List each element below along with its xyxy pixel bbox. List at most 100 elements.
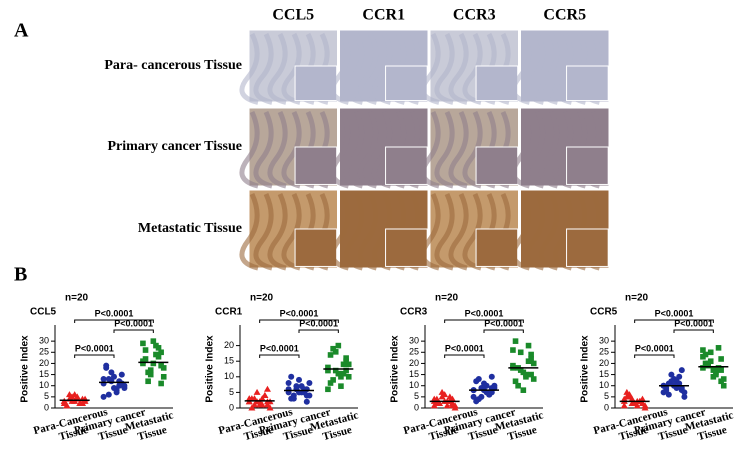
data-point xyxy=(325,386,331,393)
tissue-texture xyxy=(267,192,288,271)
y-tick-label: 15 xyxy=(409,369,419,379)
y-tick-label: 15 xyxy=(224,356,234,366)
data-point xyxy=(530,376,537,382)
data-point xyxy=(335,370,342,377)
data-point xyxy=(620,395,628,402)
tissue-texture xyxy=(462,192,483,271)
micrograph-inset xyxy=(385,228,428,267)
y-tick-label: 0 xyxy=(229,402,234,412)
data-point xyxy=(285,386,292,393)
data-point xyxy=(520,387,527,393)
tissue-texture xyxy=(462,110,483,189)
data-point xyxy=(715,345,722,351)
tissue-texture xyxy=(552,192,574,271)
data-point xyxy=(105,376,112,383)
significance-bracket xyxy=(634,319,714,323)
data-point xyxy=(113,389,120,396)
data-point xyxy=(620,402,628,409)
data-point xyxy=(158,349,164,356)
significance-bracket xyxy=(259,354,300,358)
significance-label: P<0.0001 xyxy=(75,343,114,353)
tissue-texture xyxy=(434,32,455,105)
data-point xyxy=(293,383,300,390)
tissue-texture xyxy=(524,192,546,271)
y-tick-label: 5 xyxy=(414,391,419,401)
tissue-texture xyxy=(448,32,469,105)
data-point xyxy=(510,347,516,353)
micrograph-inset xyxy=(294,146,338,185)
tissue-texture xyxy=(420,32,441,105)
annotation: n=20 xyxy=(250,293,274,304)
data-point xyxy=(486,391,493,398)
data-point xyxy=(150,338,157,344)
row-label: Primary cancer Tissue xyxy=(107,139,242,154)
data-point xyxy=(443,402,451,409)
data-point xyxy=(332,367,339,374)
data-point xyxy=(250,401,258,408)
data-point xyxy=(160,374,167,380)
data-point xyxy=(623,388,631,395)
tissue-texture xyxy=(253,110,274,189)
data-point xyxy=(343,355,349,361)
significance-bracket xyxy=(634,354,675,358)
data-point xyxy=(470,393,477,400)
data-point xyxy=(517,349,524,356)
y-axis-label: Positive Index xyxy=(205,335,216,403)
data-point xyxy=(707,349,714,356)
data-point xyxy=(327,352,334,358)
data-point xyxy=(523,374,529,380)
tissue-texture xyxy=(329,110,351,189)
data-point xyxy=(140,340,146,347)
significance-bracket xyxy=(444,354,485,358)
tissue-texture xyxy=(538,32,560,105)
data-point xyxy=(510,362,516,369)
significance-bracket xyxy=(259,319,339,323)
significance-bracket xyxy=(74,319,154,323)
data-point xyxy=(718,367,724,373)
data-point xyxy=(263,401,271,408)
micrograph-inset xyxy=(566,146,609,185)
tissue-texture xyxy=(510,110,532,189)
y-tick-label: 10 xyxy=(224,371,234,381)
data-point xyxy=(718,356,724,362)
data-point xyxy=(111,384,117,391)
tissue-texture xyxy=(524,32,546,105)
data-point xyxy=(525,342,532,349)
micrograph-inset xyxy=(475,228,519,267)
data-point xyxy=(288,373,295,380)
tissue-texture xyxy=(538,110,560,189)
tissue-texture xyxy=(462,32,483,105)
data-point xyxy=(306,380,313,387)
data-point xyxy=(261,392,269,399)
significance-label: P<0.0001 xyxy=(655,308,694,318)
tissue-texture xyxy=(343,192,365,271)
tissue-texture xyxy=(434,110,455,189)
y-tick-label: 25 xyxy=(409,347,419,357)
tissue-texture xyxy=(448,192,469,271)
data-point xyxy=(258,395,266,402)
data-point xyxy=(515,382,521,389)
data-point xyxy=(65,391,73,398)
tissue-texture xyxy=(448,110,469,189)
data-point xyxy=(332,349,339,355)
y-tick-label: 5 xyxy=(44,391,49,401)
data-point xyxy=(155,353,162,360)
significance-bracket xyxy=(483,329,524,333)
data-point xyxy=(481,380,487,387)
tissue-texture xyxy=(239,32,260,105)
data-point xyxy=(343,367,349,374)
data-point xyxy=(118,380,125,387)
tissue-texture xyxy=(329,32,351,105)
data-point xyxy=(340,361,347,368)
y-tick-label: 10 xyxy=(409,380,419,390)
tissue-texture xyxy=(510,192,532,271)
tissue-texture xyxy=(329,192,351,271)
data-point xyxy=(528,371,534,378)
data-point xyxy=(266,404,274,411)
tissue-texture xyxy=(552,110,574,189)
data-point xyxy=(720,382,727,389)
tissue-texture xyxy=(524,110,546,189)
panel-label: A xyxy=(14,20,29,42)
panel-label: B xyxy=(14,264,27,286)
significance-label: P<0.0001 xyxy=(260,343,299,353)
